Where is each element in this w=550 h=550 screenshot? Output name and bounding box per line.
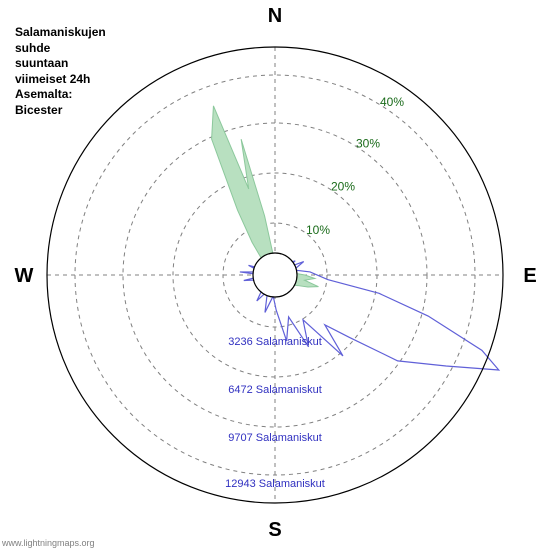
- chart-title: Salamaniskujen suhde suuntaan viimeiset …: [15, 25, 106, 119]
- svg-text:N: N: [268, 5, 282, 27]
- footer-link: www.lightningmaps.org: [2, 538, 95, 548]
- title-line: suhde: [15, 41, 50, 55]
- svg-text:E: E: [523, 265, 536, 287]
- svg-text:W: W: [15, 265, 34, 287]
- svg-text:40%: 40%: [380, 95, 404, 109]
- title-line: suuntaan: [15, 56, 68, 70]
- svg-text:12943 Salamaniskut: 12943 Salamaniskut: [225, 478, 325, 490]
- svg-text:30%: 30%: [356, 136, 380, 150]
- svg-text:S: S: [268, 519, 281, 541]
- svg-text:9707 Salamaniskut: 9707 Salamaniskut: [228, 432, 322, 444]
- svg-text:3236 Salamaniskut: 3236 Salamaniskut: [228, 336, 322, 348]
- title-line: Asemalta:: [15, 87, 72, 101]
- title-line: Bicester: [15, 103, 62, 117]
- title-line: Salamaniskujen: [15, 25, 106, 39]
- svg-text:10%: 10%: [306, 223, 330, 237]
- title-line: viimeiset 24h: [15, 72, 90, 86]
- svg-text:20%: 20%: [331, 180, 355, 194]
- svg-text:6472 Salamaniskut: 6472 Salamaniskut: [228, 384, 322, 396]
